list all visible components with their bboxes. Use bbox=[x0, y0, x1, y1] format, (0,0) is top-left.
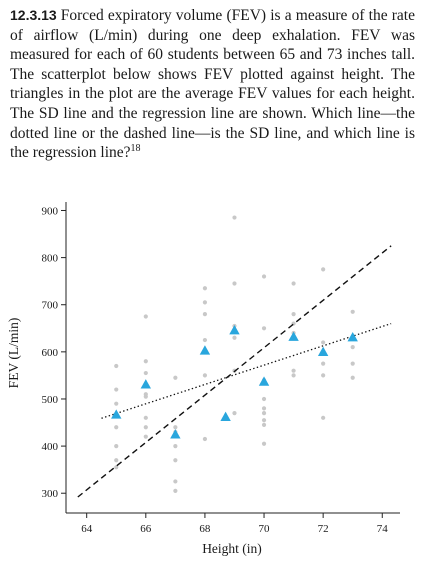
student-point bbox=[173, 425, 178, 430]
y-tick-label: 800 bbox=[42, 253, 59, 265]
student-point bbox=[202, 312, 208, 317]
x-tick-label: 72 bbox=[318, 523, 329, 535]
student-point bbox=[291, 312, 296, 317]
student-point bbox=[232, 215, 237, 220]
y-tick-label: 300 bbox=[42, 488, 59, 500]
student-point bbox=[350, 309, 355, 314]
student-point bbox=[232, 335, 237, 340]
student-point bbox=[143, 314, 148, 319]
student-point bbox=[173, 375, 178, 380]
student-point bbox=[321, 415, 326, 420]
student-point bbox=[261, 274, 267, 279]
student-point bbox=[143, 359, 148, 364]
student-point bbox=[143, 394, 148, 399]
student-point bbox=[202, 300, 208, 305]
student-point bbox=[232, 281, 237, 286]
x-axis-label: Height (in) bbox=[202, 541, 262, 556]
student-point bbox=[143, 415, 148, 420]
student-point bbox=[114, 425, 119, 430]
average-triangle bbox=[288, 331, 299, 341]
average-triangle bbox=[347, 332, 358, 342]
student-point bbox=[143, 434, 148, 439]
average-triangle bbox=[220, 411, 231, 422]
student-point bbox=[350, 375, 355, 380]
average-triangle bbox=[140, 379, 152, 389]
problem-number: 12.3.13 bbox=[10, 7, 57, 23]
student-point bbox=[291, 281, 296, 286]
x-tick-label: 70 bbox=[259, 523, 271, 535]
student-point bbox=[321, 373, 326, 378]
student-point bbox=[261, 422, 267, 427]
student-point bbox=[173, 488, 178, 493]
dashed-line bbox=[77, 245, 392, 498]
student-point bbox=[232, 411, 237, 416]
student-point bbox=[261, 418, 267, 423]
student-point bbox=[321, 361, 326, 366]
y-tick-label: 400 bbox=[42, 441, 59, 453]
student-point bbox=[173, 458, 178, 463]
student-point bbox=[114, 458, 119, 463]
student-point bbox=[114, 401, 119, 406]
student-point bbox=[173, 479, 178, 484]
student-point bbox=[321, 267, 326, 272]
student-point bbox=[114, 465, 119, 470]
dotted-line bbox=[101, 322, 392, 419]
x-tick-label: 68 bbox=[199, 523, 211, 535]
x-tick-label: 64 bbox=[81, 523, 93, 535]
student-point bbox=[114, 363, 119, 369]
x-tick-label: 66 bbox=[140, 523, 152, 535]
average-triangle bbox=[229, 324, 240, 335]
student-point bbox=[261, 411, 267, 416]
x-tick-label: 74 bbox=[377, 523, 389, 535]
student-point bbox=[321, 340, 326, 345]
student-point bbox=[114, 387, 119, 392]
problem-text: Forced expiratory volume (FEV) is a meas… bbox=[10, 7, 415, 162]
y-tick-label: 500 bbox=[42, 394, 59, 406]
problem-statement: 12.3.13 Forced expiratory volume (FEV) is… bbox=[10, 6, 415, 163]
footnote-reference: 18 bbox=[130, 143, 141, 154]
average-triangle bbox=[111, 409, 122, 419]
student-point bbox=[291, 373, 296, 378]
student-point bbox=[202, 286, 208, 291]
student-point bbox=[143, 370, 148, 376]
student-point bbox=[202, 436, 208, 442]
student-point bbox=[202, 337, 208, 343]
y-tick-label: 600 bbox=[42, 347, 59, 359]
y-axis-label: FEV (L/min) bbox=[6, 318, 21, 389]
student-point bbox=[202, 373, 208, 378]
average-triangle bbox=[199, 345, 211, 355]
average-triangle bbox=[258, 376, 270, 386]
student-point bbox=[261, 326, 267, 331]
average-triangle bbox=[170, 429, 181, 439]
student-point bbox=[350, 361, 355, 366]
student-point bbox=[114, 443, 119, 449]
student-point bbox=[261, 406, 267, 411]
student-point bbox=[261, 441, 267, 446]
student-point bbox=[173, 443, 178, 449]
student-point bbox=[350, 345, 355, 350]
average-triangle bbox=[317, 346, 329, 357]
student-point bbox=[291, 368, 296, 373]
y-tick-label: 700 bbox=[42, 300, 59, 312]
student-point bbox=[261, 396, 267, 402]
student-point bbox=[143, 425, 148, 430]
y-tick-label: 900 bbox=[42, 205, 59, 217]
